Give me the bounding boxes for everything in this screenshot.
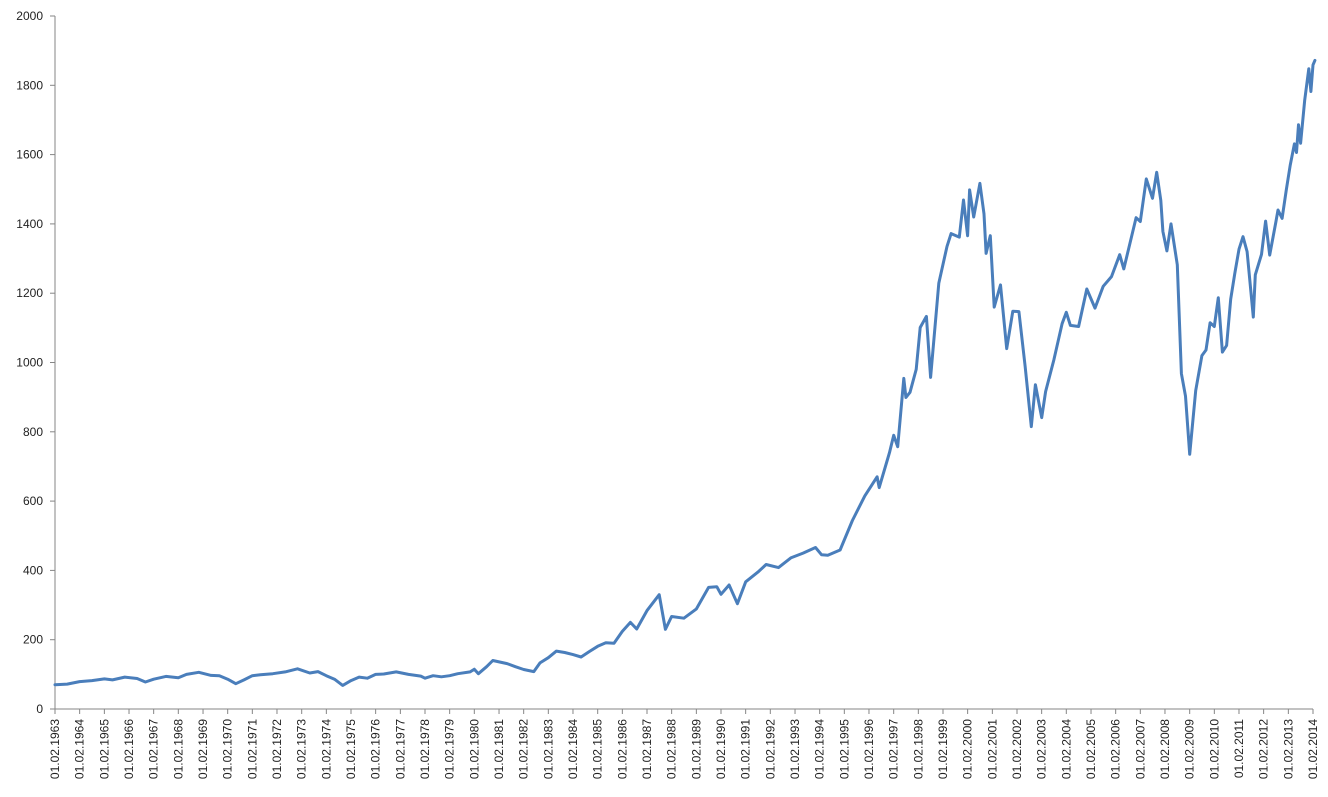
x-tick-label: 01.02.1995	[837, 719, 851, 779]
x-tick-label: 01.02.1981	[492, 719, 506, 779]
y-tick-label: 800	[23, 425, 43, 439]
x-tick-label: 01.02.1990	[714, 719, 728, 779]
x-tick-label: 01.02.1989	[689, 719, 703, 779]
x-tick-label: 01.02.1986	[615, 719, 629, 779]
x-tick-label: 01.02.1976	[369, 719, 383, 779]
x-tick-label: 01.02.1996	[862, 719, 876, 779]
y-tick-label: 600	[23, 494, 43, 508]
x-tick-label: 01.02.1970	[221, 719, 235, 779]
x-tick-label: 01.02.2013	[1281, 719, 1295, 779]
x-tick-label: 01.02.2010	[1207, 719, 1221, 779]
x-tick-label: 01.02.1974	[319, 719, 333, 779]
x-tick-label: 01.02.2003	[1035, 719, 1049, 779]
x-tick-label: 01.02.2014	[1306, 719, 1320, 779]
series-line	[53, 58, 1317, 687]
y-tick-label: 1600	[16, 148, 43, 162]
x-tick-label: 01.02.2012	[1257, 719, 1271, 779]
series-group	[53, 58, 1317, 687]
x-tick-label: 01.02.1997	[887, 719, 901, 779]
x-tick-label: 01.02.1971	[245, 719, 259, 779]
x-tick-label: 01.02.2001	[985, 719, 999, 779]
x-tick-label: 01.02.2006	[1109, 719, 1123, 779]
x-tick-label: 01.02.1991	[739, 719, 753, 779]
x-tick-label: 01.02.1973	[295, 719, 309, 779]
x-tick-label: 01.02.1982	[517, 719, 531, 779]
x-tick-label: 01.02.1963	[48, 719, 62, 779]
x-tick-label: 01.02.1965	[97, 719, 111, 779]
x-tick-label: 01.02.1987	[640, 719, 654, 779]
x-tick-label: 01.02.2007	[1133, 719, 1147, 779]
x-tick-label: 01.02.1975	[344, 719, 358, 779]
x-tick-label: 01.02.2000	[961, 719, 975, 779]
x-tick-label: 01.02.1966	[122, 719, 136, 779]
x-tick-label: 01.02.2005	[1084, 719, 1098, 779]
x-tick-label: 01.02.1978	[418, 719, 432, 779]
x-tick-label: 01.02.2008	[1158, 719, 1172, 779]
x-tick-label: 01.02.1983	[541, 719, 555, 779]
y-tick-label: 1800	[16, 78, 43, 92]
x-axis-ticks: 01.02.1963 01.02.1964 01.02.1965 01.02.1966…	[48, 709, 1320, 779]
y-tick-label: 0	[36, 702, 43, 716]
y-tick-label: 200	[23, 633, 43, 647]
x-tick-label: 01.02.1977	[393, 719, 407, 779]
x-tick-label: 01.02.2009	[1183, 719, 1197, 779]
x-tick-label: 01.02.2004	[1059, 719, 1073, 779]
x-tick-label: 01.02.1979	[443, 719, 457, 779]
x-tick-label: 01.02.1969	[196, 719, 210, 779]
x-tick-label: 01.02.1999	[936, 719, 950, 779]
axes	[54, 16, 1313, 710]
x-tick-label: 01.02.1984	[566, 719, 580, 779]
x-tick-label: 01.02.1968	[171, 719, 185, 779]
x-tick-label: 01.02.1985	[591, 719, 605, 779]
y-tick-label: 1200	[16, 286, 43, 300]
x-tick-label: 01.02.1998	[911, 719, 925, 779]
x-tick-label: 01.02.1993	[788, 719, 802, 779]
x-tick-label: 01.02.1992	[763, 719, 777, 779]
x-tick-label: 01.02.2011	[1232, 719, 1246, 778]
y-tick-label: 400	[23, 563, 43, 577]
x-tick-label: 01.02.1967	[147, 719, 161, 779]
y-tick-label: 1000	[16, 356, 43, 370]
y-tick-label: 1400	[16, 217, 43, 231]
x-tick-label: 01.02.1988	[665, 719, 679, 779]
x-tick-label: 01.02.1964	[73, 719, 87, 779]
y-axis-ticks: 0 200 400 600 800 1000 1200 1400 1600 1800 2000	[16, 9, 55, 716]
x-tick-label: 01.02.1994	[813, 719, 827, 779]
y-tick-label: 2000	[16, 9, 43, 23]
x-tick-label: 01.02.2002	[1010, 719, 1024, 779]
x-tick-label: 01.02.1980	[467, 719, 481, 779]
x-tick-label: 01.02.1972	[270, 719, 284, 779]
